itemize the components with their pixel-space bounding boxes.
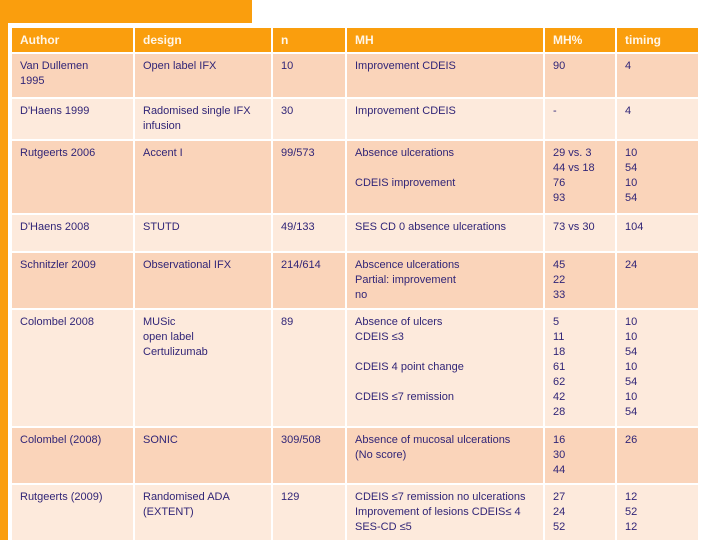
- left-accent-stripe: [0, 0, 8, 540]
- cell-design: SONIC: [135, 428, 271, 483]
- cell-mh-pct: 90: [545, 54, 615, 97]
- cell-mh-pct: 5 11 18 61 62 42 28: [545, 310, 615, 426]
- cell-n: 309/508: [273, 428, 345, 483]
- cell-n: 49/133: [273, 215, 345, 251]
- cell-mh: Absence ulcerations CDEIS improvement: [347, 141, 543, 213]
- cell-mh: Improvement CDEIS: [347, 54, 543, 97]
- cell-author: Schnitzler 2009: [12, 253, 133, 308]
- cell-author: Rutgeerts (2009): [12, 485, 133, 540]
- cell-n: 99/573: [273, 141, 345, 213]
- column-header-n: n: [273, 28, 345, 52]
- cell-mh: CDEIS ≤7 remission no ulcerations Improv…: [347, 485, 543, 540]
- cell-mh: Improvement CDEIS: [347, 99, 543, 139]
- cell-mh: SES CD 0 absence ulcerations: [347, 215, 543, 251]
- cell-design: Accent I: [135, 141, 271, 213]
- cell-design: Observational IFX: [135, 253, 271, 308]
- cell-design: MUSic open label Certulizumab: [135, 310, 271, 426]
- cell-author: Colombel (2008): [12, 428, 133, 483]
- table-row: D'Haens 2008 STUTD 49/133 SES CD 0 absen…: [12, 215, 698, 251]
- table-row: Schnitzler 2009 Observational IFX 214/61…: [12, 253, 698, 308]
- table-row: Colombel (2008) SONIC 309/508 Absence of…: [12, 428, 698, 483]
- table-row: Colombel 2008 MUSic open label Certulizu…: [12, 310, 698, 426]
- cell-mh-pct: 45 22 33: [545, 253, 615, 308]
- cell-design: Radomised single IFX infusion: [135, 99, 271, 139]
- table-row: Rutgeerts 2006 Accent I 99/573 Absence u…: [12, 141, 698, 213]
- column-header-author: Author: [12, 28, 133, 52]
- cell-timing: 26: [617, 428, 698, 483]
- column-header-mh-pct: MH%: [545, 28, 615, 52]
- cell-mh-pct: -: [545, 99, 615, 139]
- cell-timing: 104: [617, 215, 698, 251]
- cell-n: 10: [273, 54, 345, 97]
- cell-timing: 12 52 12: [617, 485, 698, 540]
- cell-author: Colombel 2008: [12, 310, 133, 426]
- cell-n: 214/614: [273, 253, 345, 308]
- column-header-timing: timing: [617, 28, 698, 52]
- cell-mh-pct: 27 24 52: [545, 485, 615, 540]
- cell-mh: Absence of ulcers CDEIS ≤3 CDEIS 4 point…: [347, 310, 543, 426]
- cell-mh-pct: 16 30 44: [545, 428, 615, 483]
- column-header-design: design: [135, 28, 271, 52]
- cell-timing: 10 10 54 10 54 10 54: [617, 310, 698, 426]
- cell-mh: Absence of mucosal ulcerations (No score…: [347, 428, 543, 483]
- cell-mh-pct: 29 vs. 3 44 vs 18 76 93: [545, 141, 615, 213]
- column-header-mh: MH: [347, 28, 543, 52]
- cell-n: 129: [273, 485, 345, 540]
- cell-author: Rutgeerts 2006: [12, 141, 133, 213]
- cell-design: Randomised ADA (EXTENT): [135, 485, 271, 540]
- cell-design: STUTD: [135, 215, 271, 251]
- cell-timing: 10 54 10 54: [617, 141, 698, 213]
- table-row: Van Dullemen 1995 Open label IFX 10 Impr…: [12, 54, 698, 97]
- table-row: D'Haens 1999 Radomised single IFX infusi…: [12, 99, 698, 139]
- cell-n: 30: [273, 99, 345, 139]
- cell-mh: Abscence ulcerations Partial: improvemen…: [347, 253, 543, 308]
- cell-author: D'Haens 1999: [12, 99, 133, 139]
- mucosal-healing-studies-table: Author design n MH MH% timing Van Dullem…: [10, 26, 700, 540]
- table-header-row: Author design n MH MH% timing: [12, 28, 698, 52]
- cell-author: D'Haens 2008: [12, 215, 133, 251]
- cell-mh-pct: 73 vs 30: [545, 215, 615, 251]
- cell-author: Van Dullemen 1995: [12, 54, 133, 97]
- cell-timing: 4: [617, 99, 698, 139]
- top-accent-bar: [0, 0, 252, 23]
- table-row: Rutgeerts (2009) Randomised ADA (EXTENT)…: [12, 485, 698, 540]
- cell-design: Open label IFX: [135, 54, 271, 97]
- cell-timing: 4: [617, 54, 698, 97]
- cell-n: 89: [273, 310, 345, 426]
- cell-timing: 24: [617, 253, 698, 308]
